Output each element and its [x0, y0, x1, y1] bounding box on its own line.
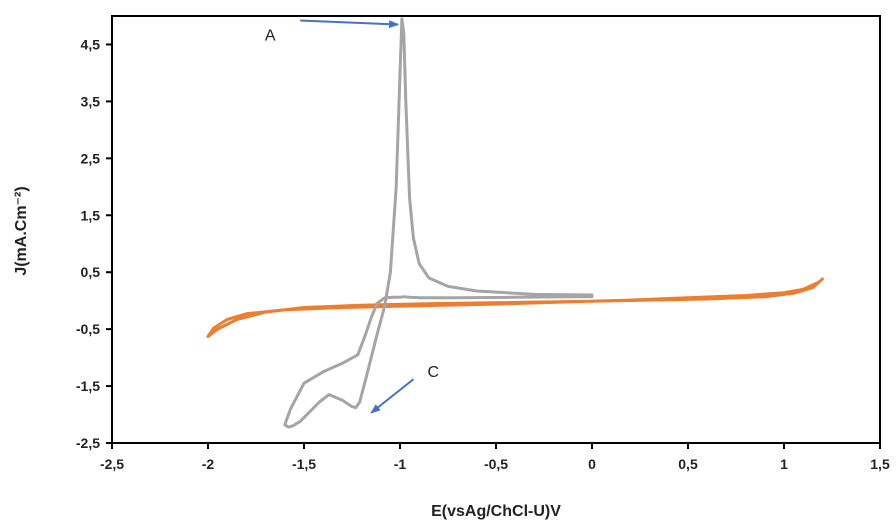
x-tick-label: 1	[780, 456, 788, 472]
annotation-layer: AC	[265, 19, 439, 414]
y-tick-label: 4,5	[81, 36, 101, 52]
x-tick-label: -0,5	[484, 456, 508, 472]
series-line-1	[206, 277, 824, 338]
tick-layer: -2,5 -2 -1,5 -1 -0,5 0 0,5 1 1,5 -2,5 -1,5 -0,5 0,5 1…	[76, 36, 890, 472]
y-tick-label: 0,5	[81, 264, 101, 280]
series-layer	[206, 17, 824, 429]
y-tick-label: 3,5	[81, 93, 101, 109]
x-tick-label: -1	[394, 456, 407, 472]
series-line-2	[283, 17, 594, 429]
x-tick-label: -2,5	[100, 456, 124, 472]
annotation-arrow-a	[300, 19, 400, 29]
y-tick-label: -1,5	[76, 378, 100, 394]
y-tick-label: -2,5	[76, 435, 100, 451]
y-tick-label: -0,5	[76, 321, 100, 337]
x-tick-label: -2	[202, 456, 215, 472]
annotation-label-c: C	[427, 364, 439, 381]
x-tick-label: 0,5	[678, 456, 698, 472]
annotation-label-a: A	[265, 28, 276, 45]
y-tick-label: 1,5	[81, 207, 101, 223]
plot-frame-layer	[111, 15, 881, 444]
x-tick-label: -1,5	[292, 456, 316, 472]
x-tick-label: 1,5	[870, 456, 890, 472]
annotation-arrow-c	[370, 378, 415, 414]
y-tick-label: 2,5	[81, 150, 101, 166]
x-tick-label: 0	[588, 456, 596, 472]
x-axis-title: E(vsAg/ChCl-U)V	[431, 503, 561, 520]
y-axis-title: J(mA.Cm⁻²)	[13, 186, 30, 275]
plot-frame	[111, 15, 881, 444]
